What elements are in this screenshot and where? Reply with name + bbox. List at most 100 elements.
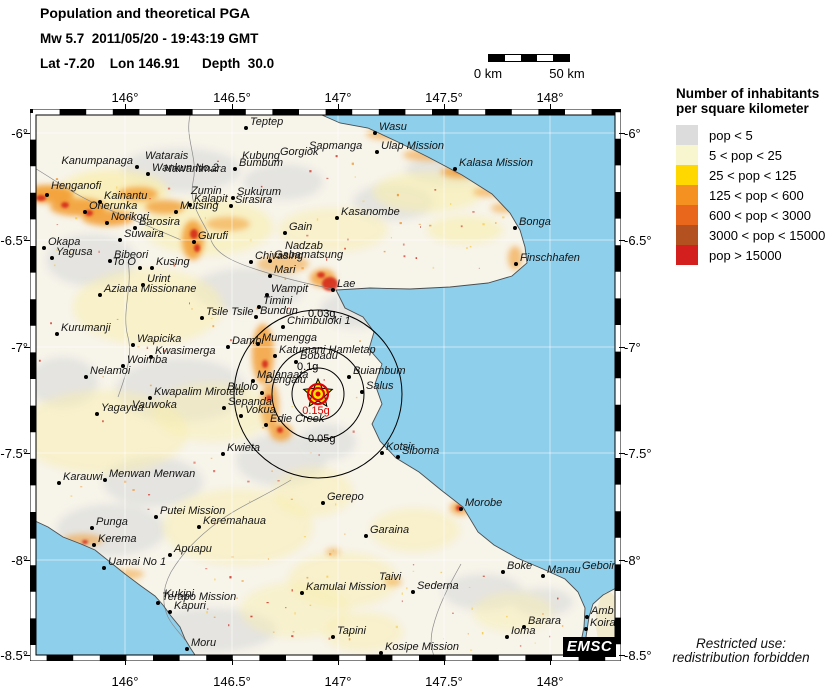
- density-speck: [56, 248, 59, 251]
- pga-isoline: [233, 309, 403, 479]
- density-speck: [332, 549, 334, 552]
- density-blob: [73, 269, 223, 345]
- density-speck: [241, 580, 244, 582]
- town-dot: [229, 204, 233, 208]
- density-speck: [272, 631, 275, 633]
- density-speck: [406, 587, 408, 590]
- town-label: Kotsir: [386, 441, 415, 453]
- density-speck: [478, 267, 480, 269]
- density-speck: [481, 632, 484, 635]
- density-speck: [495, 222, 497, 224]
- town-label: Kosipe Mission: [385, 641, 459, 653]
- town-dot: [411, 590, 415, 594]
- density-blob: [508, 246, 522, 270]
- town-label: Kwieta: [227, 442, 260, 454]
- town-label: Ulap Mission: [381, 140, 444, 152]
- density-speck: [418, 223, 421, 225]
- density-speck: [466, 247, 468, 249]
- density-speck: [69, 252, 71, 255]
- density-speck: [93, 158, 95, 161]
- lat-label-right: -7°: [624, 340, 641, 355]
- map-svg: Teptep Wasu Ulap Mission Kalasa Mission Gorg…: [29, 108, 622, 662]
- town-label: Zumin: [190, 185, 222, 197]
- town-label: Kainantu: [104, 190, 147, 202]
- density-speck: [482, 575, 485, 577]
- coastline-huon: [314, 112, 586, 658]
- density-speck: [53, 264, 56, 267]
- town-label: Kapuri: [174, 600, 206, 612]
- density-speck: [247, 480, 250, 483]
- density-speck: [291, 635, 294, 638]
- town-label: Norikori: [111, 211, 149, 223]
- town-label: Uamai No 1: [108, 556, 166, 568]
- density-speck: [102, 375, 104, 378]
- town-dot: [55, 332, 59, 336]
- town-label: Onerunka: [89, 200, 137, 212]
- density-speck: [396, 193, 399, 197]
- coastline-papua-gulf: [33, 519, 198, 658]
- town-dot: [141, 283, 145, 287]
- town-dot: [273, 354, 277, 358]
- density-blob: [473, 592, 553, 632]
- town-dot: [231, 196, 235, 200]
- town-dot: [226, 345, 230, 349]
- town-label: Barara: [528, 615, 561, 627]
- town-label: Yagayua: [101, 402, 144, 414]
- density-speck: [260, 185, 263, 188]
- town-label: Wapicika: [137, 333, 181, 345]
- scale-bar-segment: [489, 55, 505, 61]
- town-label: Woimba: [127, 354, 167, 366]
- lon-tick-bottom: [338, 659, 339, 665]
- density-speck: [399, 222, 402, 225]
- river-lakekamu: [163, 479, 292, 641]
- density-blob: [278, 208, 388, 252]
- lon-tick-top: [444, 104, 445, 110]
- town-dot: [90, 526, 94, 530]
- density-speck: [98, 250, 100, 253]
- density-speck: [214, 578, 216, 581]
- density-speck: [290, 378, 292, 380]
- scale-bar-zero-label: 0 km: [473, 66, 503, 81]
- attribution-line2: redistribution forbidden: [672, 650, 810, 665]
- density-blob: [370, 508, 460, 552]
- town-dot: [156, 601, 160, 605]
- density-speck: [38, 359, 41, 362]
- density-speck: [173, 264, 176, 267]
- density-speck: [236, 597, 238, 599]
- density-speck: [452, 612, 454, 614]
- density-blob: [384, 578, 402, 586]
- legend-label: pop > 15000: [709, 247, 782, 263]
- density-speck: [228, 624, 230, 627]
- town-label: Wampit: [271, 283, 309, 295]
- density-speck: [401, 600, 403, 603]
- town-dot: [84, 375, 88, 379]
- epicenter-center: [315, 391, 321, 397]
- density-speck: [303, 536, 306, 538]
- density-speck: [230, 339, 233, 342]
- legend-row: 3000 < pop < 15000: [676, 225, 839, 245]
- town-dot: [294, 360, 298, 364]
- density-speck: [189, 302, 190, 305]
- density-blob: [373, 172, 483, 212]
- density-speck: [292, 631, 295, 633]
- density-blob: [243, 164, 323, 200]
- town-dot: [459, 507, 463, 511]
- legend-row: 125 < pop < 600: [676, 185, 839, 205]
- lat-label-left: -6°: [11, 126, 28, 141]
- density-speck: [147, 508, 150, 510]
- density-speck: [210, 317, 213, 320]
- lon-tick-top: [550, 104, 551, 110]
- pga-label: 0.15g: [302, 405, 330, 417]
- town-dot: [108, 259, 112, 263]
- density-speck: [306, 234, 309, 237]
- town-label: Kurumanji: [61, 322, 111, 334]
- scale-bar-segment: [537, 55, 553, 61]
- density-speck: [440, 571, 443, 574]
- town-dot: [168, 610, 172, 614]
- town-label: Gorgiok: [280, 146, 319, 158]
- town-dot: [360, 390, 364, 394]
- density-speck: [262, 427, 265, 429]
- legend-swatch: [676, 245, 698, 265]
- town-dot: [300, 591, 304, 595]
- town-label: Kalasa Mission: [459, 157, 533, 169]
